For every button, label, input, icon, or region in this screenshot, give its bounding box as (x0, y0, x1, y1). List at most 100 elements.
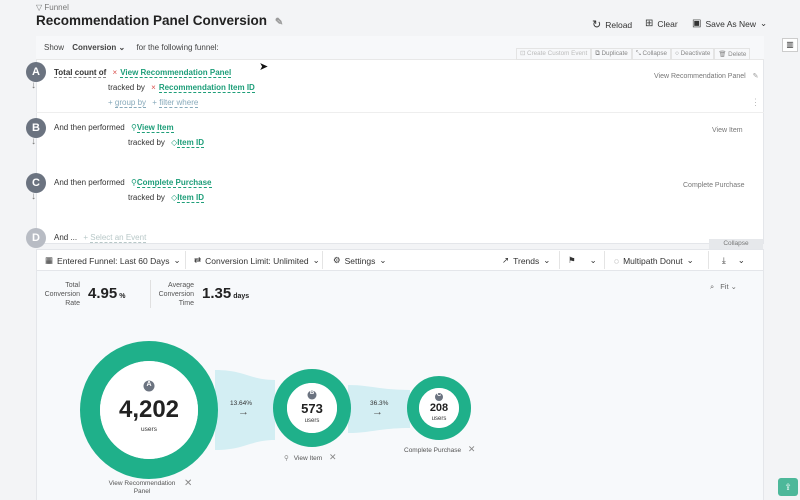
right-rail (765, 36, 800, 500)
breadcrumb[interactable]: ▽ Funnel (36, 3, 69, 12)
step-d-row: And ... + Select an Event (54, 233, 147, 243)
step-b-event[interactable]: View Item (136, 123, 174, 133)
donut-c-badge (435, 393, 443, 401)
conversion-limit-select[interactable]: ⇄ Conversion Limit: Unlimited ⌄ (194, 255, 320, 266)
chevron-down-icon: ⌄ (686, 255, 694, 265)
flag-icon: ⚑ (568, 255, 576, 265)
clear-button[interactable]: ⊞ Clear (645, 18, 678, 29)
step-a-row: Total count of × View Recommendation Pane… (54, 68, 232, 78)
donut-a-label: View Recommendation Panel (108, 480, 176, 495)
step-c-right-label[interactable]: Complete Purchase (683, 182, 745, 189)
step-b-row: And then performed ⚲View Item (54, 123, 174, 133)
remove-icon[interactable]: × (112, 68, 118, 77)
search-icon[interactable]: ⌕ (710, 282, 715, 291)
donut-b-value: 573 (301, 401, 323, 416)
step-a-prop[interactable]: Recommendation Item ID (158, 83, 255, 93)
donut-c-letter: C (436, 392, 442, 398)
donut-c-center (419, 388, 459, 428)
collapse-tab[interactable]: Collapse (709, 239, 763, 249)
group-by-link[interactable]: + group by (108, 98, 147, 108)
divider (708, 251, 709, 269)
divider (185, 251, 186, 269)
tcr-label: Total Conversion Rate (44, 282, 80, 307)
panel-toggle-icon[interactable]: ▥ (782, 38, 798, 52)
multipath-select[interactable]: ◌ Multipath Donut ⌄ (614, 255, 694, 266)
flag-select[interactable]: ⚑ ⌄ (568, 255, 597, 266)
flow-band (215, 370, 275, 450)
donut-a-badge (143, 380, 155, 392)
donut-icon: ◌ (614, 255, 620, 266)
step-c-row: And then performed ⚲Complete Purchase (54, 178, 212, 188)
show-row-content: Show Conversion ⌄ for the following funn… (44, 43, 219, 52)
drag-handle-icon[interactable]: ⋮ (751, 97, 760, 107)
arrow-right-icon: → (238, 406, 249, 418)
pin-icon[interactable]: ⚲ (284, 455, 289, 462)
chart-toolbar (36, 249, 764, 271)
step-b-prop[interactable]: Item ID (177, 138, 204, 148)
close-icon[interactable]: ✕ (329, 452, 337, 462)
chevron-down-icon: ⌄ (543, 255, 551, 265)
arrow-right-icon: → (372, 406, 383, 418)
divider (604, 251, 605, 269)
duplicate-button[interactable]: ⧉ Duplicate (591, 48, 632, 60)
donut-c-label: Complete Purchase ✕ (404, 444, 476, 454)
query-builder (36, 36, 764, 244)
donut-a-ring (80, 341, 218, 479)
flow-band (348, 385, 410, 433)
donut-b-letter: B (309, 390, 315, 396)
act-value: 1.35 days (202, 285, 250, 302)
donut-a-value: 4,202 (118, 396, 180, 423)
conversion-a-b: 13.64% (230, 400, 253, 407)
arrow-down-icon: ↓ (31, 191, 36, 202)
delete-button[interactable]: 🗑 Delete (714, 48, 751, 60)
zoom-control[interactable]: ⌕ Fit ⌄ (710, 282, 737, 291)
step-d-badge: D (26, 228, 46, 248)
swap-icon: ⇄ (194, 255, 202, 265)
trend-icon: ↗ (502, 255, 510, 265)
trends-select[interactable]: ↗ Trends ⌄ (502, 255, 551, 266)
save-as-new-button[interactable]: ▣ Save As New ⌄ (692, 18, 768, 29)
step-a-event[interactable]: View Recommendation Panel (120, 68, 232, 78)
event-icon: ⚲ (130, 178, 137, 187)
metric-select[interactable]: Conversion ⌄ (72, 43, 126, 52)
event-icon: ⚲ (130, 123, 137, 132)
divider (150, 280, 151, 308)
remove-icon[interactable]: × (151, 83, 156, 92)
download-select[interactable]: ⤓ ⌄ (722, 255, 745, 266)
reload-button[interactable]: ↻ Reload (592, 19, 633, 31)
conversion-b-c: 36.3% (370, 400, 389, 407)
step-b-right-label[interactable]: View Item (712, 127, 743, 134)
step-actions: ⊡ Create Custom Event ⧉ Duplicate ⤡ Coll… (516, 48, 751, 60)
step-c-prop[interactable]: Item ID (177, 193, 204, 203)
divider (322, 251, 323, 269)
chevron-down-icon: ⌄ (737, 255, 745, 265)
edit-icon[interactable]: ✎ (274, 17, 284, 28)
step-c-event[interactable]: Complete Purchase (136, 178, 212, 188)
add-event-link[interactable]: + Select an Event (83, 233, 147, 243)
clear-icon: ⊞ (645, 18, 654, 29)
donut-b-label: ⚲ View Item ✕ (284, 452, 337, 462)
page-title[interactable]: Recommendation Panel Conversion ✎ (36, 13, 284, 28)
chevron-down-icon: ⌄ (760, 18, 768, 28)
step-a-right-label[interactable]: View Recommendation Panel ✎ (654, 73, 759, 80)
entered-funnel-select[interactable]: ▦ Entered Funnel: Last 60 Days ⌄ (45, 255, 181, 266)
edit-icon: ✎ (752, 73, 759, 80)
filter-where-link[interactable]: + filter where (152, 98, 199, 108)
close-icon[interactable]: ✕ (184, 478, 193, 489)
close-icon[interactable]: ✕ (467, 444, 476, 454)
create-custom-event-button[interactable]: ⊡ Create Custom Event (516, 48, 592, 60)
chevron-down-icon: ⌄ (730, 282, 737, 291)
deactivate-button[interactable]: ○ Deactivate (671, 48, 715, 60)
donut-a-center (100, 361, 198, 459)
donut-c-value: 208 (429, 402, 449, 414)
export-icon[interactable]: ⇪ (778, 478, 798, 496)
donut-b-unit: users (304, 418, 320, 424)
chevron-down-icon: ⌄ (589, 255, 597, 265)
tag-icon: ◇ (171, 193, 178, 202)
settings-select[interactable]: ⚙ Settings ⌄ (333, 255, 387, 266)
donut-a-unit: users (141, 426, 157, 433)
collapse-step-button[interactable]: ⤡ Collapse (631, 48, 672, 60)
step-a-tracked: tracked by × Recommendation Item ID (108, 83, 255, 93)
aggregation-select[interactable]: Total count of (54, 68, 107, 78)
